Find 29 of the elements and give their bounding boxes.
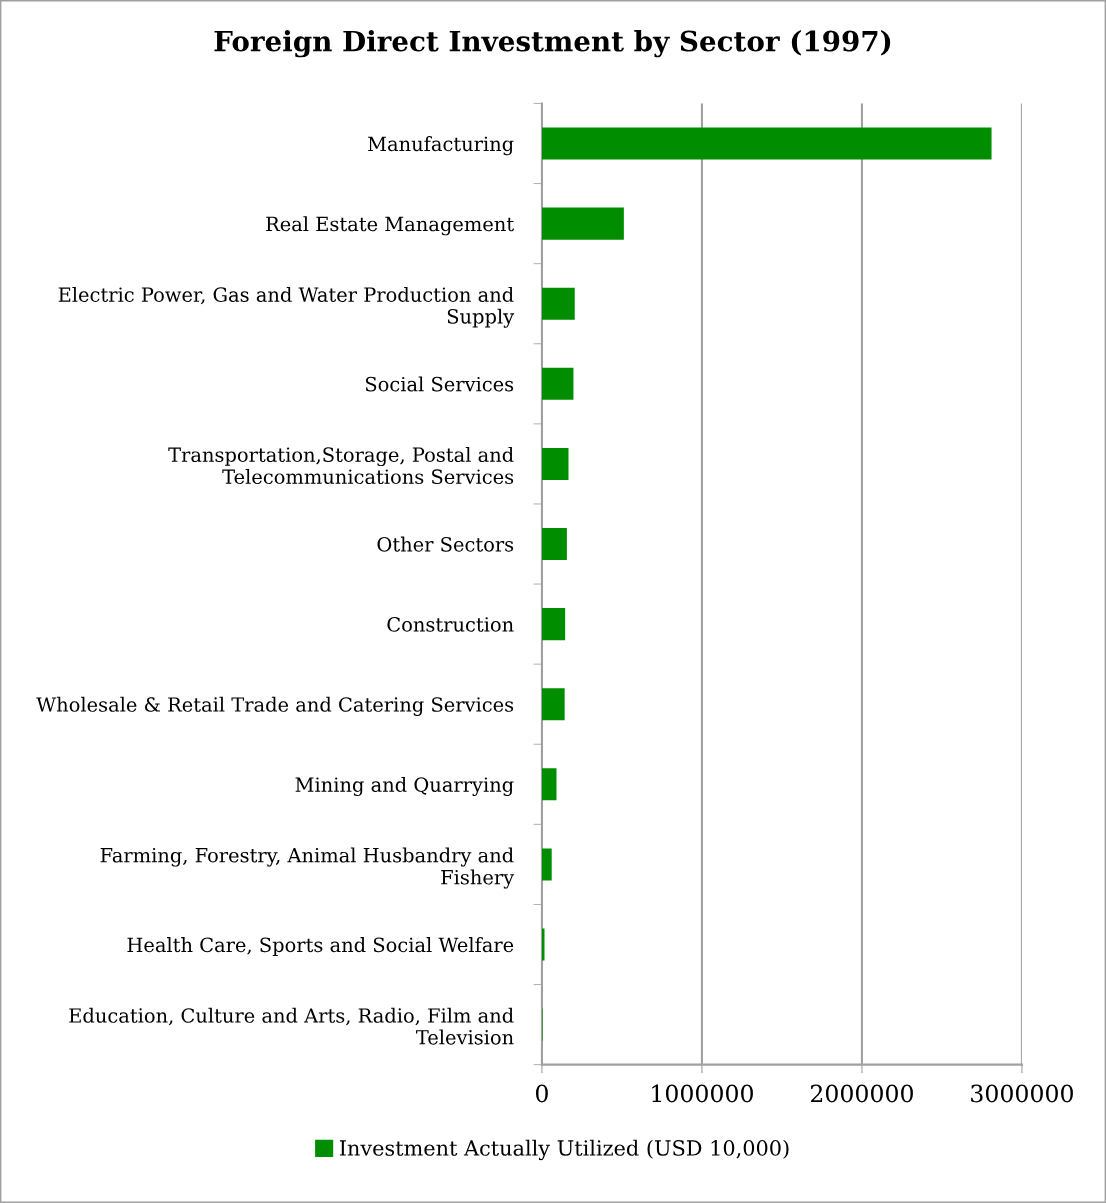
bar xyxy=(541,608,566,641)
y-tick-label: Wholesale & Retail Trade and Catering Services xyxy=(36,696,514,716)
bar xyxy=(541,527,567,561)
y-tick-label: Construction xyxy=(387,617,514,632)
bar xyxy=(541,768,557,801)
y-tick-label: Other Sectors xyxy=(377,536,514,552)
y-tick-label: Manufacturing xyxy=(368,136,514,156)
legend-label: Investment Actually Utilized (USD 10,000) xyxy=(339,1139,789,1161)
bar xyxy=(541,127,992,160)
y-tick-label: Farming, Forestry, Animal Husbandry and Fishery xyxy=(100,847,515,889)
x-tick-label: 3000000 xyxy=(971,1084,1073,1103)
x-tick-label: 0 xyxy=(535,1084,548,1103)
x-tick-label: 1000000 xyxy=(652,1084,753,1103)
y-tick-label: Electric Power, Gas and Water Production and Supply xyxy=(58,286,515,328)
x-tick-label: 2000000 xyxy=(810,1084,913,1103)
bar xyxy=(541,688,565,721)
y-tick-label: Real Estate Management xyxy=(266,216,514,236)
bar xyxy=(541,287,575,320)
bar xyxy=(541,207,624,240)
y-tick-label: Education, Culture and Arts, Radio, Film and Television xyxy=(69,1007,514,1045)
y-tick-label: Mining and Quarrying xyxy=(295,776,514,797)
bar xyxy=(541,367,574,400)
bar xyxy=(541,848,552,881)
y-tick-label: Transportation,Storage, Postal and Telecommunications Services xyxy=(168,446,514,485)
bar xyxy=(541,447,569,480)
y-tick-label: Health Care, Sports and Social Welfare xyxy=(127,937,514,956)
chart-title: Foreign Direct Investment by Sector (1997) xyxy=(214,30,891,58)
y-tick-label: Social Services xyxy=(365,376,514,392)
bar xyxy=(541,928,545,961)
